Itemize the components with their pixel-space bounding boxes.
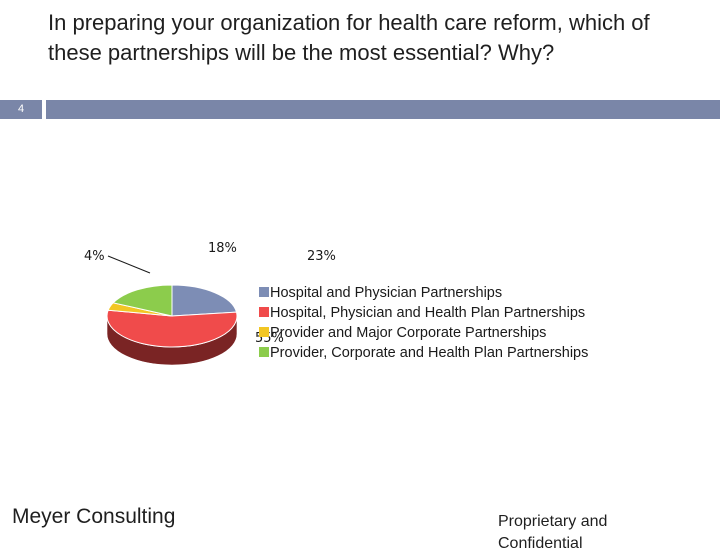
pie-slices <box>106 284 238 348</box>
legend-label-provider-corporate-and-health-plan-partnerships: Provider, Corporate and Health Plan Part… <box>270 345 588 361</box>
pie-slice-hospital-and-physician-partnerships <box>171 284 238 317</box>
slide-header-bar: 4 <box>0 100 720 119</box>
footer-company-name: Meyer Consulting <box>12 505 176 528</box>
legend-label-hospital-and-physician-partnerships: Hospital and Physician Partnerships <box>270 285 502 301</box>
pie-chart: 4% 18% 23% 55% Hospital and Physician Pa… <box>84 241 588 366</box>
legend-label-provider-and-major-corporate-partnerships: Provider and Major Corporate Partnership… <box>270 325 546 341</box>
legend-swatch-provider-and-major-corporate-partnerships <box>259 327 269 337</box>
legend-swatch-provider-corporate-and-health-plan-partnerships <box>259 347 269 357</box>
footer-confidentiality: Proprietary and Confidential <box>498 513 608 552</box>
legend-swatch-hospital-physician-and-health-plan-partnerships <box>259 307 269 317</box>
slide-number-box <box>0 100 42 119</box>
data-label-provider-corporate-health-plan: 18% <box>208 241 237 256</box>
slide-title: In preparing your organization for healt… <box>48 10 650 65</box>
header-divider-bar <box>46 100 720 119</box>
data-label-provider-major-corporate: 4% <box>84 249 105 264</box>
legend-swatch-hospital-and-physician-partnerships <box>259 287 269 297</box>
leader-line-4pct <box>107 255 151 274</box>
legend-label-hospital-physician-and-health-plan-partnerships: Hospital, Physician and Health Plan Part… <box>270 305 585 321</box>
data-label-hospital-physician: 23% <box>307 249 336 264</box>
pie-slice-hospital-physician-and-health-plan-partnerships <box>106 309 238 348</box>
chart-legend: Hospital and Physician Partnerships Hospi… <box>259 285 588 361</box>
slide-number: 4 <box>17 103 25 115</box>
pie-slice-provider-corporate-and-health-plan-partnerships <box>112 284 173 317</box>
